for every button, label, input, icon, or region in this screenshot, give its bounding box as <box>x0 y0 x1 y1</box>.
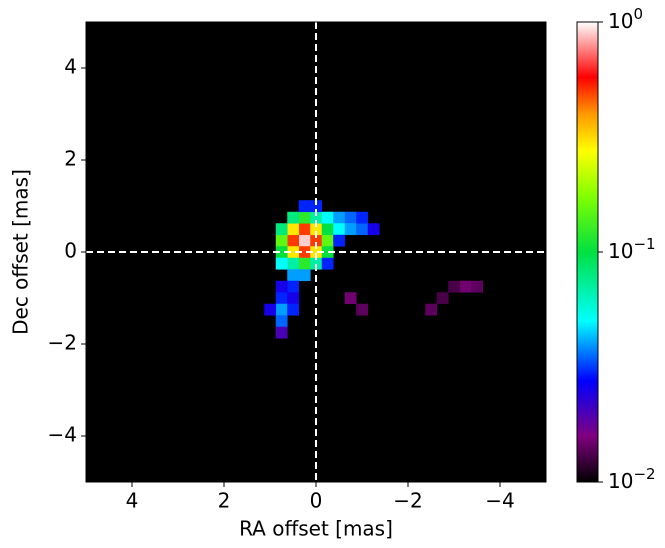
colorbar-tick-label: 10−1 <box>608 235 656 263</box>
heatmap-cell <box>425 303 438 316</box>
heatmap-cell <box>436 292 449 305</box>
heatmap-cell <box>344 223 357 236</box>
heatmap-cell <box>264 303 277 316</box>
heatmap-cell <box>275 315 288 328</box>
heatmap-cell <box>275 303 288 316</box>
colorbar-tick-exponent: −2 <box>633 465 655 483</box>
heatmap-cell <box>356 211 369 224</box>
heatmap-cell <box>287 269 300 282</box>
colorbar-tick-exponent: 0 <box>633 5 643 23</box>
heatmap-cell <box>333 223 346 236</box>
heatmap-cell <box>287 257 300 270</box>
heatmap-cell <box>287 280 300 293</box>
heatmap-cell <box>459 280 472 293</box>
heatmap-cell <box>287 234 300 247</box>
x-tick-label: 0 <box>310 489 323 513</box>
y-tick-label: −4 <box>48 423 77 447</box>
heatmap-cell <box>298 200 311 213</box>
y-tick-label: 2 <box>64 147 77 171</box>
colorbar-tick-base: 10 <box>608 469 633 493</box>
heatmap-cell <box>356 303 369 316</box>
x-tick-label: −2 <box>393 489 422 513</box>
heatmap-cell <box>287 223 300 236</box>
heatmap-cell <box>275 292 288 305</box>
heatmap-cell <box>310 246 323 259</box>
heatmap-cell <box>321 223 334 236</box>
heatmap-cell <box>367 223 380 236</box>
colorbar <box>576 21 599 483</box>
colorbar-tick-base: 10 <box>608 239 633 263</box>
heatmap-cell <box>287 303 300 316</box>
y-tick-label: −2 <box>48 331 77 355</box>
heatmap-cell <box>321 211 334 224</box>
heatmap-cell <box>344 211 357 224</box>
colorbar-tick-exponent: −1 <box>633 235 655 253</box>
colorbar-tick-label: 100 <box>608 5 643 33</box>
heatmap-cell <box>321 234 334 247</box>
heatmap-cell <box>298 223 311 236</box>
y-tick-label: 4 <box>64 55 77 79</box>
heatmap-cell <box>287 246 300 259</box>
heatmap-cell <box>310 211 323 224</box>
heatmap-cell <box>333 234 346 247</box>
heatmap-cell <box>287 211 300 224</box>
y-axis-label: Dec offset [mas] <box>9 169 33 335</box>
heatmap-cell <box>275 223 288 236</box>
heatmap-cell <box>275 326 288 339</box>
heatmap-cell <box>275 246 288 259</box>
colorbar-tick-label: 10−2 <box>608 465 656 493</box>
heatmap-cell <box>275 257 288 270</box>
heatmap-cell <box>471 280 484 293</box>
heatmap-cell <box>298 211 311 224</box>
heatmap-cell <box>321 246 334 259</box>
heatmap-cell <box>287 292 300 305</box>
heatmap-cell <box>298 257 311 270</box>
heatmap-cell <box>310 257 323 270</box>
heatmap-cell <box>310 200 323 213</box>
heatmap-cell <box>298 269 311 282</box>
heatmap-cell <box>298 234 311 247</box>
heatmap-cell <box>448 280 461 293</box>
y-tick-label: 0 <box>64 239 77 263</box>
x-tick-label: 4 <box>126 489 139 513</box>
heatmap-cell <box>298 246 311 259</box>
heatmap-cell <box>310 234 323 247</box>
x-axis-label: RA offset [mas] <box>239 517 393 541</box>
x-tick-label: 2 <box>218 489 231 513</box>
colorbar-tick-base: 10 <box>608 9 633 33</box>
heatmap-cell <box>321 257 334 270</box>
heatmap-cell <box>275 234 288 247</box>
x-tick-label: −4 <box>485 489 514 513</box>
heatmap-cell <box>344 292 357 305</box>
heatmap-cell <box>310 223 323 236</box>
heatmap-cell <box>356 223 369 236</box>
heatmap-cell <box>275 280 288 293</box>
heatmap-cell <box>333 211 346 224</box>
